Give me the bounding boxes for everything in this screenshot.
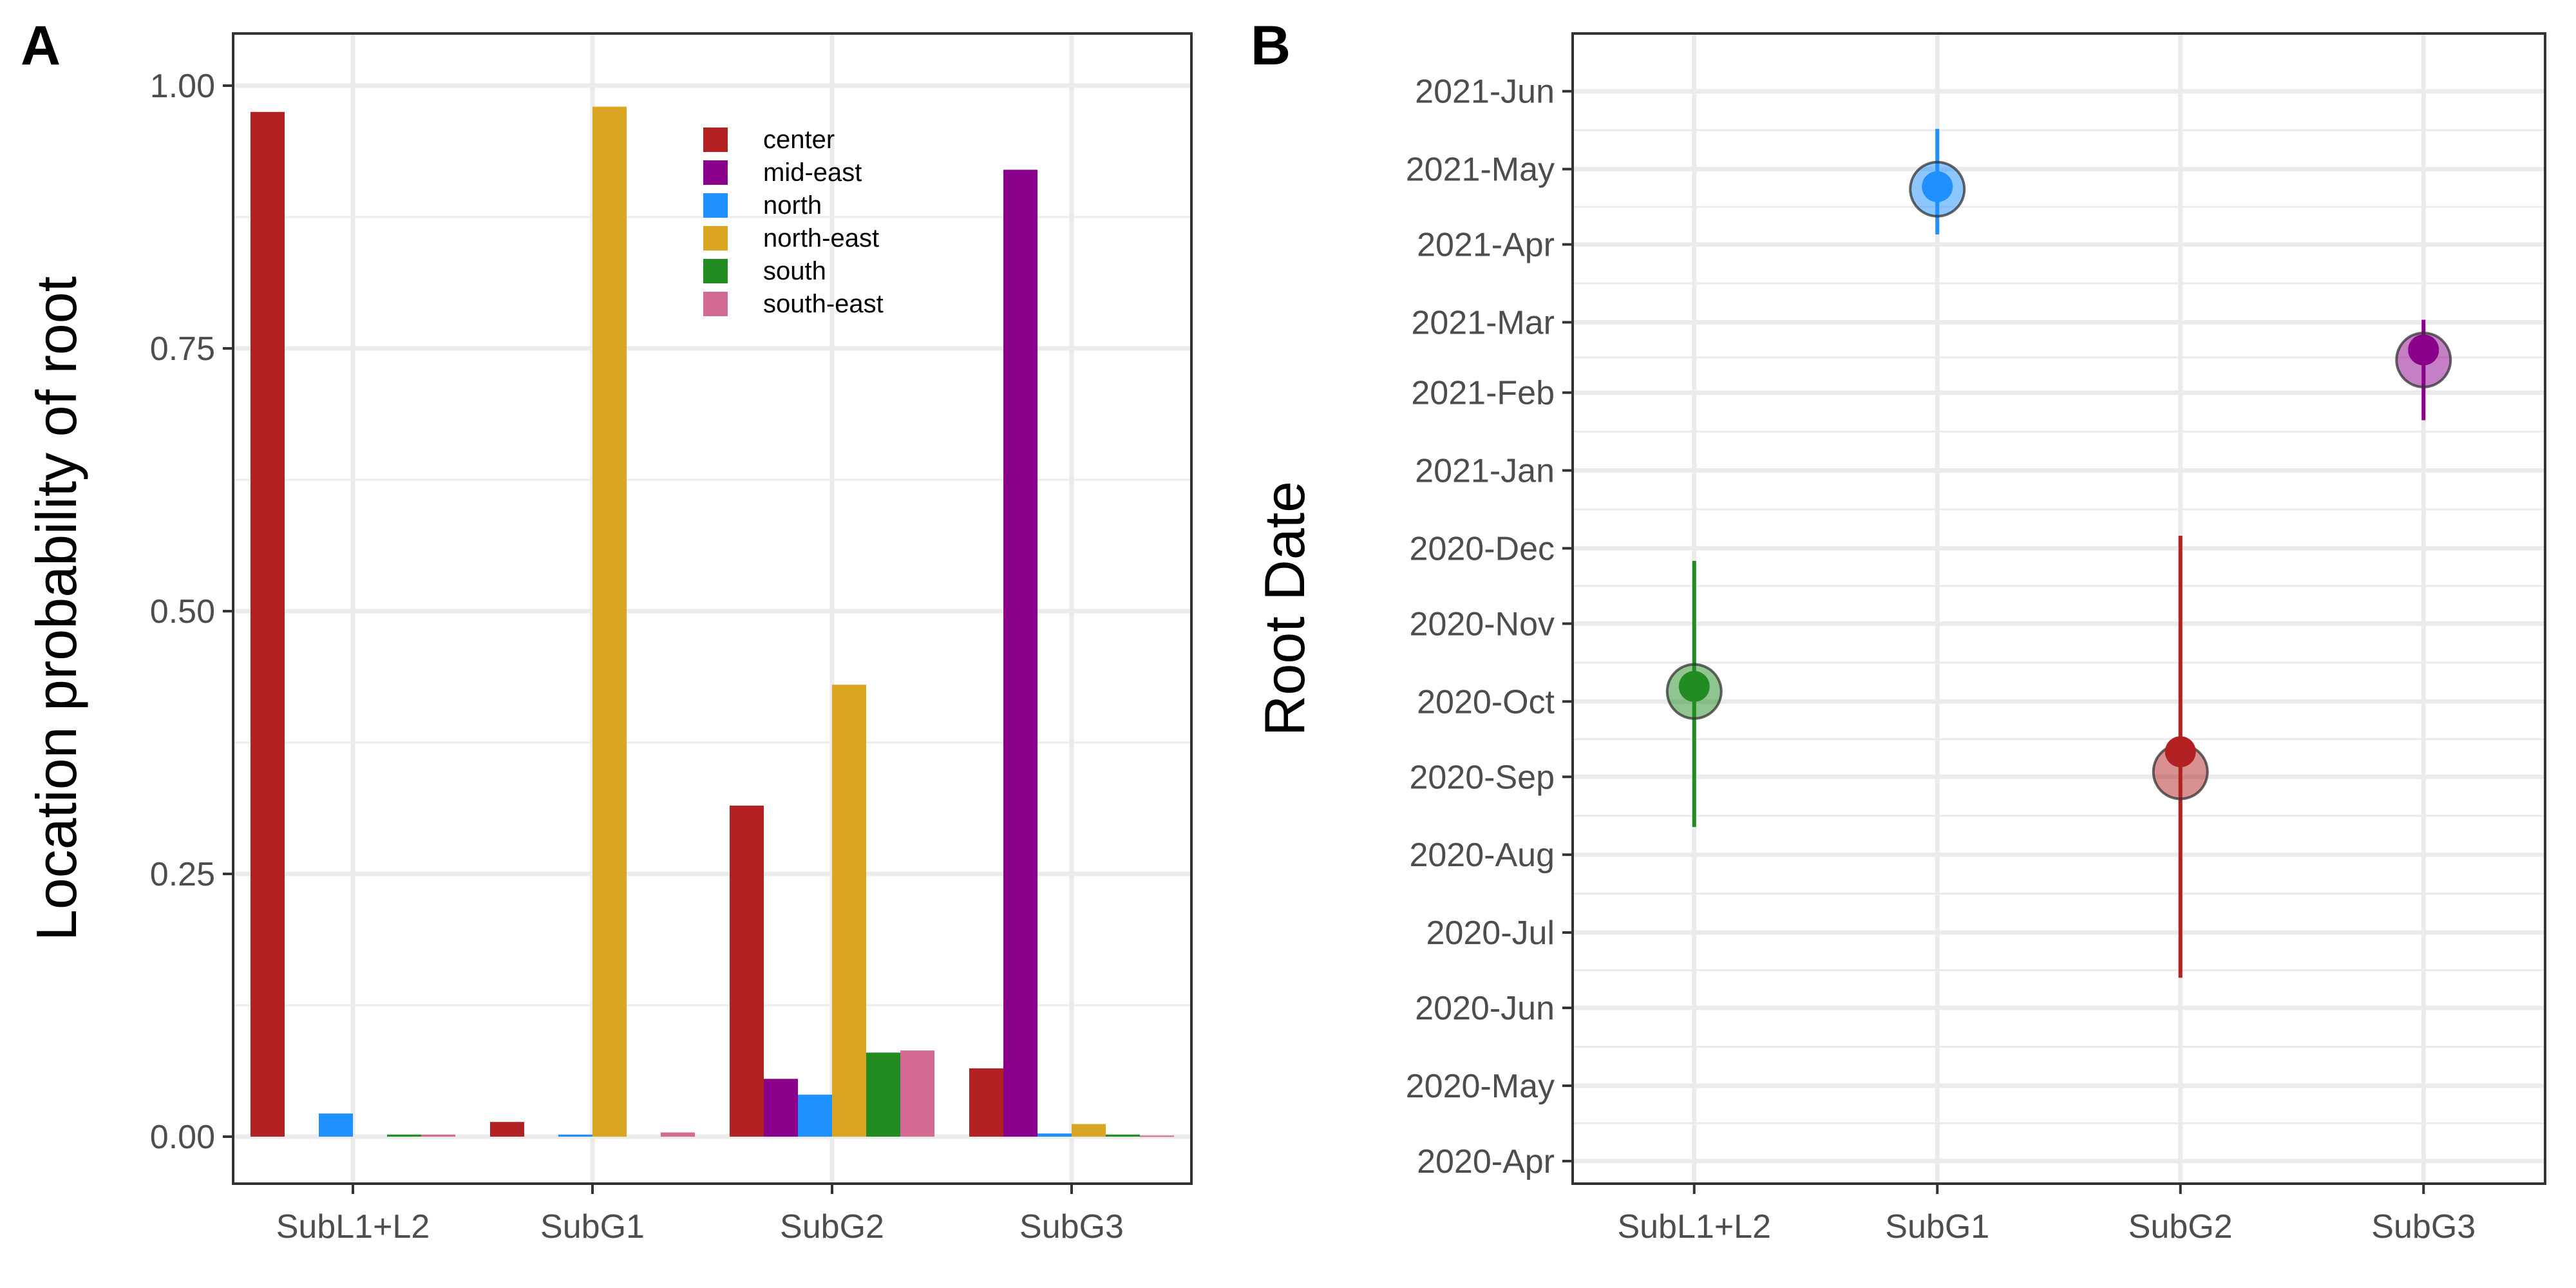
root-date-x-axis: SubL1+L2 SubG1 SubG2 SubG3 bbox=[1617, 1184, 2476, 1245]
root-date-y-tick-label: 2020-Sep bbox=[1409, 759, 1555, 796]
bar-chart-x-tick-label: SubG1 bbox=[540, 1208, 645, 1245]
legend-label-center: center bbox=[763, 126, 835, 154]
median-marker-subg3 bbox=[2408, 334, 2439, 366]
bar-south-east-subg3 bbox=[1140, 1135, 1174, 1137]
bar-chart-panel: A center mid-east north north-east south sout… bbox=[21, 15, 1193, 1245]
bar-center-subg3 bbox=[969, 1068, 1003, 1137]
bar-center-subl1-l2 bbox=[251, 111, 285, 1137]
median-marker-subg1 bbox=[1922, 171, 1953, 202]
root-date-plot-area bbox=[1573, 33, 2545, 1184]
root-date-x-tick-label: SubG1 bbox=[1885, 1208, 1989, 1245]
bar-chart-y-axis-title: Location probability of root bbox=[24, 276, 88, 941]
bar-south-subl1-l2 bbox=[387, 1134, 421, 1137]
bar-north-subg3 bbox=[1037, 1133, 1072, 1137]
root-date-y-tick-label: 2020-Aug bbox=[1409, 837, 1555, 874]
bar-mid-east-subg2 bbox=[764, 1079, 798, 1137]
root-date-y-tick-label: 2020-Jul bbox=[1426, 914, 1555, 952]
panel-b-tag: B bbox=[1251, 15, 1291, 77]
legend-swatch-center bbox=[703, 128, 728, 152]
root-date-y-tick-label: 2021-Jun bbox=[1415, 73, 1555, 111]
root-date-y-tick-label: 2021-Mar bbox=[1411, 304, 1555, 341]
bar-chart-y-tick-label: 0.25 bbox=[150, 856, 215, 893]
root-date-y-tick-label: 2020-Apr bbox=[1417, 1143, 1555, 1180]
bar-south-subg3 bbox=[1106, 1134, 1140, 1137]
bar-chart-x-tick-label: SubL1+L2 bbox=[276, 1208, 430, 1245]
legend-label-north: north bbox=[763, 191, 822, 220]
legend-label-north-east: north-east bbox=[763, 224, 879, 252]
median-marker-subl1-l2 bbox=[1678, 670, 1710, 702]
root-date-x-tick-label: SubG2 bbox=[2128, 1208, 2233, 1245]
bar-chart-y-tick-label: 0.00 bbox=[150, 1119, 215, 1156]
root-date-x-tick-label: SubL1+L2 bbox=[1617, 1208, 1771, 1245]
root-date-y-tick-label: 2021-May bbox=[1406, 151, 1555, 189]
bar-north-subg1 bbox=[558, 1134, 592, 1137]
legend-swatch-north bbox=[703, 193, 728, 218]
root-date-y-tick-label: 2020-Dec bbox=[1410, 530, 1555, 567]
legend-swatch-south bbox=[703, 259, 728, 283]
legend-swatch-north-east bbox=[703, 226, 728, 251]
root-date-plot-border bbox=[1571, 32, 2546, 1185]
root-date-y-axis-title: Root Date bbox=[1253, 481, 1316, 736]
bar-north-east-subg3 bbox=[1072, 1124, 1106, 1137]
root-date-panel: B 2020-Apr2020-May2020-Jun2020-Jul2020-A… bbox=[1251, 15, 2546, 1245]
bar-south-subg2 bbox=[866, 1052, 900, 1137]
bar-chart-y-tick-label: 1.00 bbox=[150, 68, 215, 105]
bar-north-east-subg1 bbox=[592, 106, 627, 1137]
bar-chart-x-tick-label: SubG3 bbox=[1019, 1208, 1124, 1245]
root-date-y-tick-label: 2020-Nov bbox=[1410, 605, 1555, 643]
root-date-y-tick-label: 2021-Jan bbox=[1415, 453, 1555, 490]
root-date-gridlines bbox=[1573, 33, 2545, 1184]
root-date-y-tick-label: 2021-Feb bbox=[1411, 375, 1555, 412]
root-date-points bbox=[1665, 129, 2452, 978]
bar-south-east-subg2 bbox=[900, 1050, 934, 1137]
bar-mid-east-subg3 bbox=[1003, 169, 1037, 1137]
bar-chart-x-axis: SubL1+L2 SubG1 SubG2 SubG3 bbox=[276, 1184, 1124, 1245]
bar-north-subg2 bbox=[798, 1094, 832, 1137]
root-date-y-tick-label: 2020-May bbox=[1406, 1068, 1555, 1105]
bar-chart-bars bbox=[251, 106, 1174, 1137]
legend-label-south: south bbox=[763, 257, 826, 285]
root-date-x-tick-label: SubG3 bbox=[2371, 1208, 2476, 1245]
bar-chart-legend: center mid-east north north-east south south-… bbox=[703, 126, 884, 318]
bar-north-subl1-l2 bbox=[319, 1113, 353, 1137]
bar-chart-plot-border bbox=[232, 32, 1193, 1185]
root-date-y-tick-label: 2020-Oct bbox=[1417, 683, 1555, 721]
legend-swatch-south-east bbox=[703, 292, 728, 316]
median-marker-subg2 bbox=[2164, 736, 2196, 768]
bar-south-east-subg1 bbox=[661, 1132, 695, 1137]
bar-chart-y-axis: 0.00 0.25 0.50 0.75 1.00 bbox=[150, 68, 233, 1156]
bar-south-east-subl1-l2 bbox=[421, 1134, 455, 1137]
panel-a-tag: A bbox=[21, 15, 61, 77]
legend-label-mid-east: mid-east bbox=[763, 158, 862, 187]
bar-chart-y-tick-label: 0.75 bbox=[150, 330, 215, 368]
root-date-y-tick-label: 2021-Apr bbox=[1417, 227, 1555, 264]
root-date-y-tick-label: 2020-Jun bbox=[1415, 990, 1555, 1027]
bar-center-subg1 bbox=[490, 1122, 524, 1137]
root-date-y-axis: 2020-Apr 2020-May 2020-Jun 2020-Jul 2020-Aug… bbox=[1406, 73, 1573, 1180]
bar-center-subg2 bbox=[730, 805, 764, 1137]
legend-label-south-east: south-east bbox=[763, 290, 884, 318]
bar-chart-y-tick-label: 0.50 bbox=[150, 593, 215, 630]
bar-chart-x-tick-label: SubG2 bbox=[780, 1208, 884, 1245]
legend-swatch-mid-east bbox=[703, 160, 728, 185]
bar-north-east-subg2 bbox=[832, 685, 866, 1137]
